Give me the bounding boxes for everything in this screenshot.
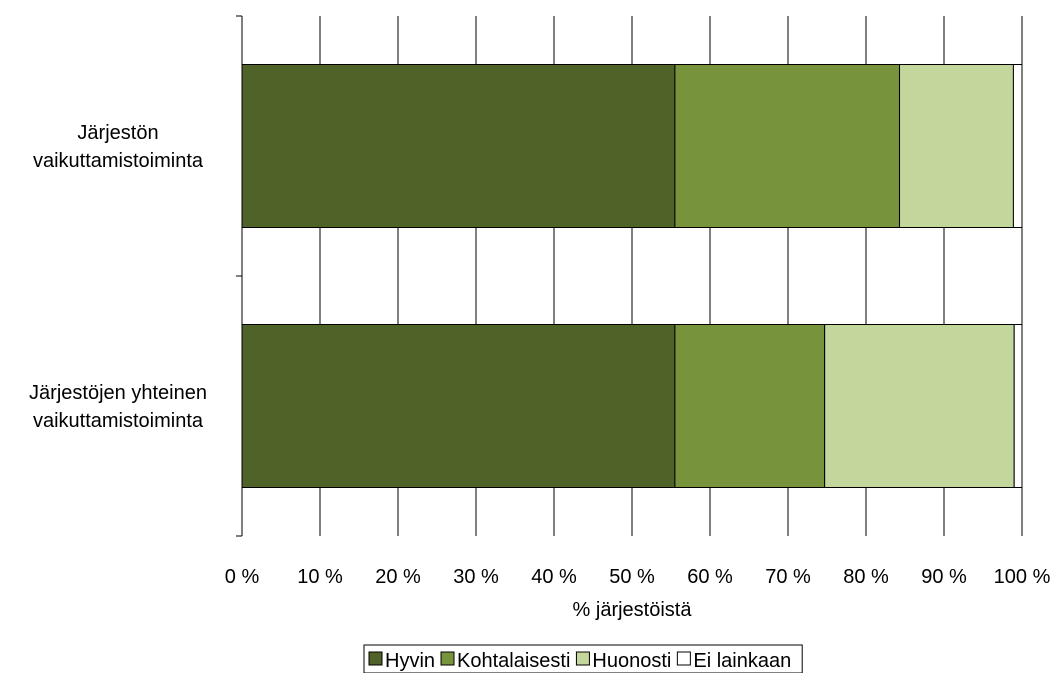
x-tick-labels: 0 % 10 % 20 % 30 % 40 % 50 % 60 % 70 % 80 % 90 % 1… [225,566,1051,588]
legend-swatch-huonosti [575,651,590,666]
bars [241,64,1023,488]
legend: Hyvin Kohtalaisesti Huonosti Ei lainkaan [363,644,803,673]
x-tick-label: 50 % [609,566,655,588]
category-label: Järjestöjen yhteinen vaikuttamistoiminta [29,382,207,432]
bar-segment-hyvin [241,64,676,228]
axes [236,15,243,537]
bar-segment-kohtalaisesti [674,64,901,228]
bar-segment-kohtalaisesti [674,324,826,488]
x-tick-label: 100 % [994,566,1051,588]
x-tick-label: 40 % [531,566,577,588]
legend-swatch-kohtalaisesti [440,651,455,666]
x-tick-label: 60 % [687,566,733,588]
category-labels: Järjestön vaikuttamistoiminta Järjestöjen … [29,122,207,432]
x-tick-label: 90 % [921,566,967,588]
legend-swatch-ei-lainkaan [676,651,691,666]
bar-segment-ei-lainkaan [1013,324,1023,488]
bar-segment-huonosti [824,324,1015,488]
x-tick-label: 10 % [297,566,343,588]
x-axis-title: % järjestöistä [573,599,693,621]
x-tick-label: 20 % [375,566,421,588]
bar-segment-huonosti [899,64,1014,228]
legend-label: Kohtalaisesti [457,650,570,672]
category-label: Järjestön vaikuttamistoiminta [33,122,204,172]
bar-segment-ei-lainkaan [1012,64,1023,228]
x-tick-label: 80 % [843,566,889,588]
x-tick-label: 70 % [765,566,811,588]
legend-label: Ei lainkaan [693,650,791,672]
legend-label: Huonosti [592,650,671,672]
x-tick-label: 0 % [225,566,260,588]
bar-segment-hyvin [241,324,676,488]
legend-label: Hyvin [385,650,435,672]
x-tick-label: 30 % [453,566,499,588]
legend-swatch-hyvin [368,651,383,666]
